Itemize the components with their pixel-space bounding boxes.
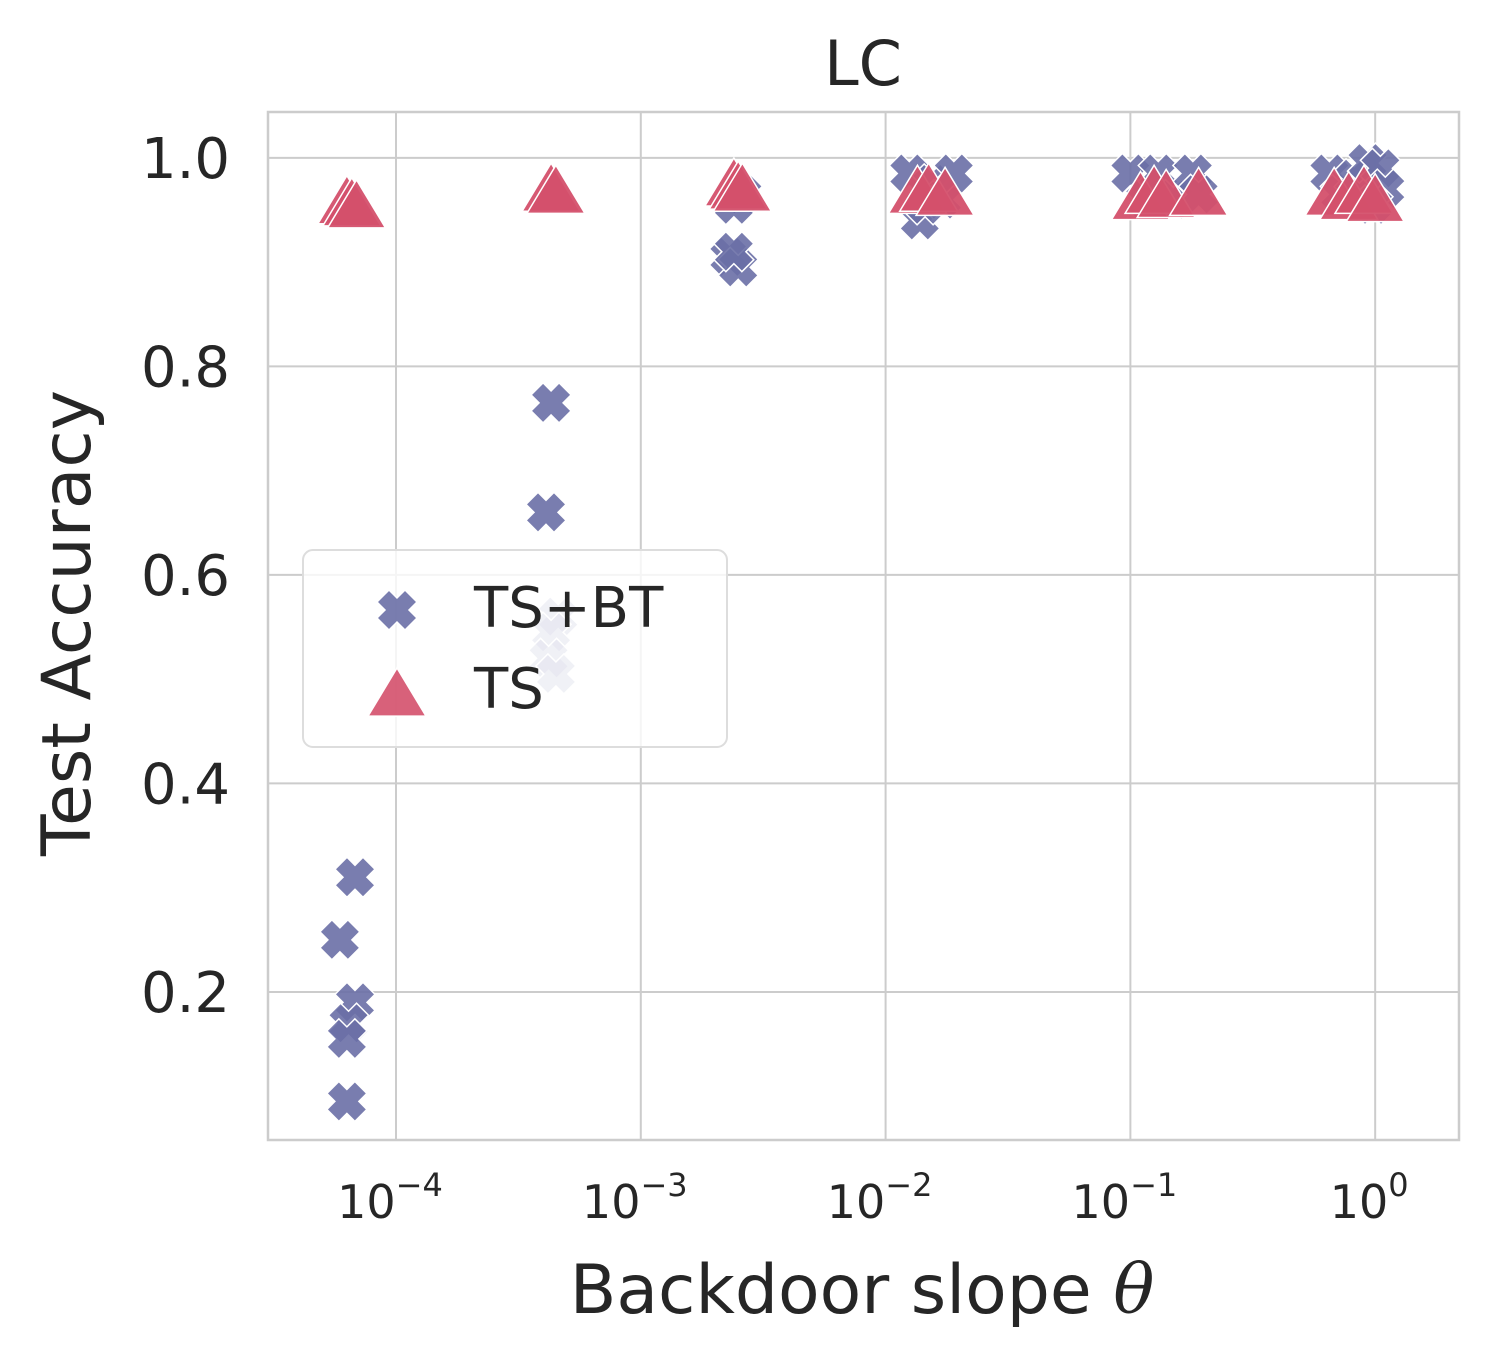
legend-label-ts: TS	[473, 657, 544, 722]
ts-bt-point-7	[524, 491, 568, 534]
ts-point-2	[326, 178, 387, 229]
legend: TS+BT TS	[302, 549, 728, 748]
ts-point-7	[712, 161, 773, 213]
legend-label-ts-bt: TS+BT	[473, 576, 664, 641]
legend-triangle-marker	[366, 666, 428, 717]
x-tick-label-2: 10−2	[827, 1166, 933, 1229]
x-tick-label-3: 10−1	[1072, 1166, 1178, 1229]
ts-bt-point-0	[333, 856, 377, 899]
x-tick-label-0: 10−4	[337, 1166, 443, 1229]
x-axis-label-symbol: θ	[1113, 1251, 1154, 1330]
x-axis-label: Backdoor slope θ	[570, 1251, 1155, 1330]
ts-point-14	[1168, 165, 1229, 217]
x-tick-label-1: 10−3	[582, 1166, 688, 1229]
y-tick-label-3: 0.8	[141, 335, 230, 400]
ts-point-18	[1344, 172, 1406, 223]
ts-bt-point-1	[318, 918, 361, 961]
y-axis-label: Test Accuracy	[28, 390, 107, 857]
y-tick-label-4: 1.0	[141, 127, 230, 192]
ts-bt-point-14	[712, 230, 755, 273]
plot-frame	[266, 110, 1461, 1142]
y-tick-label-1: 0.4	[141, 752, 230, 817]
ts-point-10	[914, 165, 976, 217]
legend-x-marker	[375, 588, 419, 632]
ts-point-4	[525, 163, 587, 215]
y-tick-labels: 0.2 0.4 0.6 0.8 1.0	[141, 127, 230, 1026]
series-ts-markers	[316, 156, 1406, 229]
legend-marker-ts-bt	[375, 588, 419, 632]
y-tick-label-2: 0.6	[141, 544, 230, 609]
x-tick-label-4: 100	[1330, 1166, 1409, 1229]
ts-bt-point-5	[325, 1080, 368, 1123]
chart-title: LC	[824, 27, 902, 100]
x-tick-labels: 10−4 10−3 10−2 10−1 100	[337, 1166, 1408, 1229]
legend-marker-ts	[366, 666, 428, 717]
ts-bt-point-6	[530, 381, 573, 424]
x-axis-label-text: Backdoor slope	[570, 1251, 1114, 1330]
y-tick-label-0: 0.2	[141, 961, 230, 1026]
ts-bt-point-4	[325, 1017, 368, 1060]
